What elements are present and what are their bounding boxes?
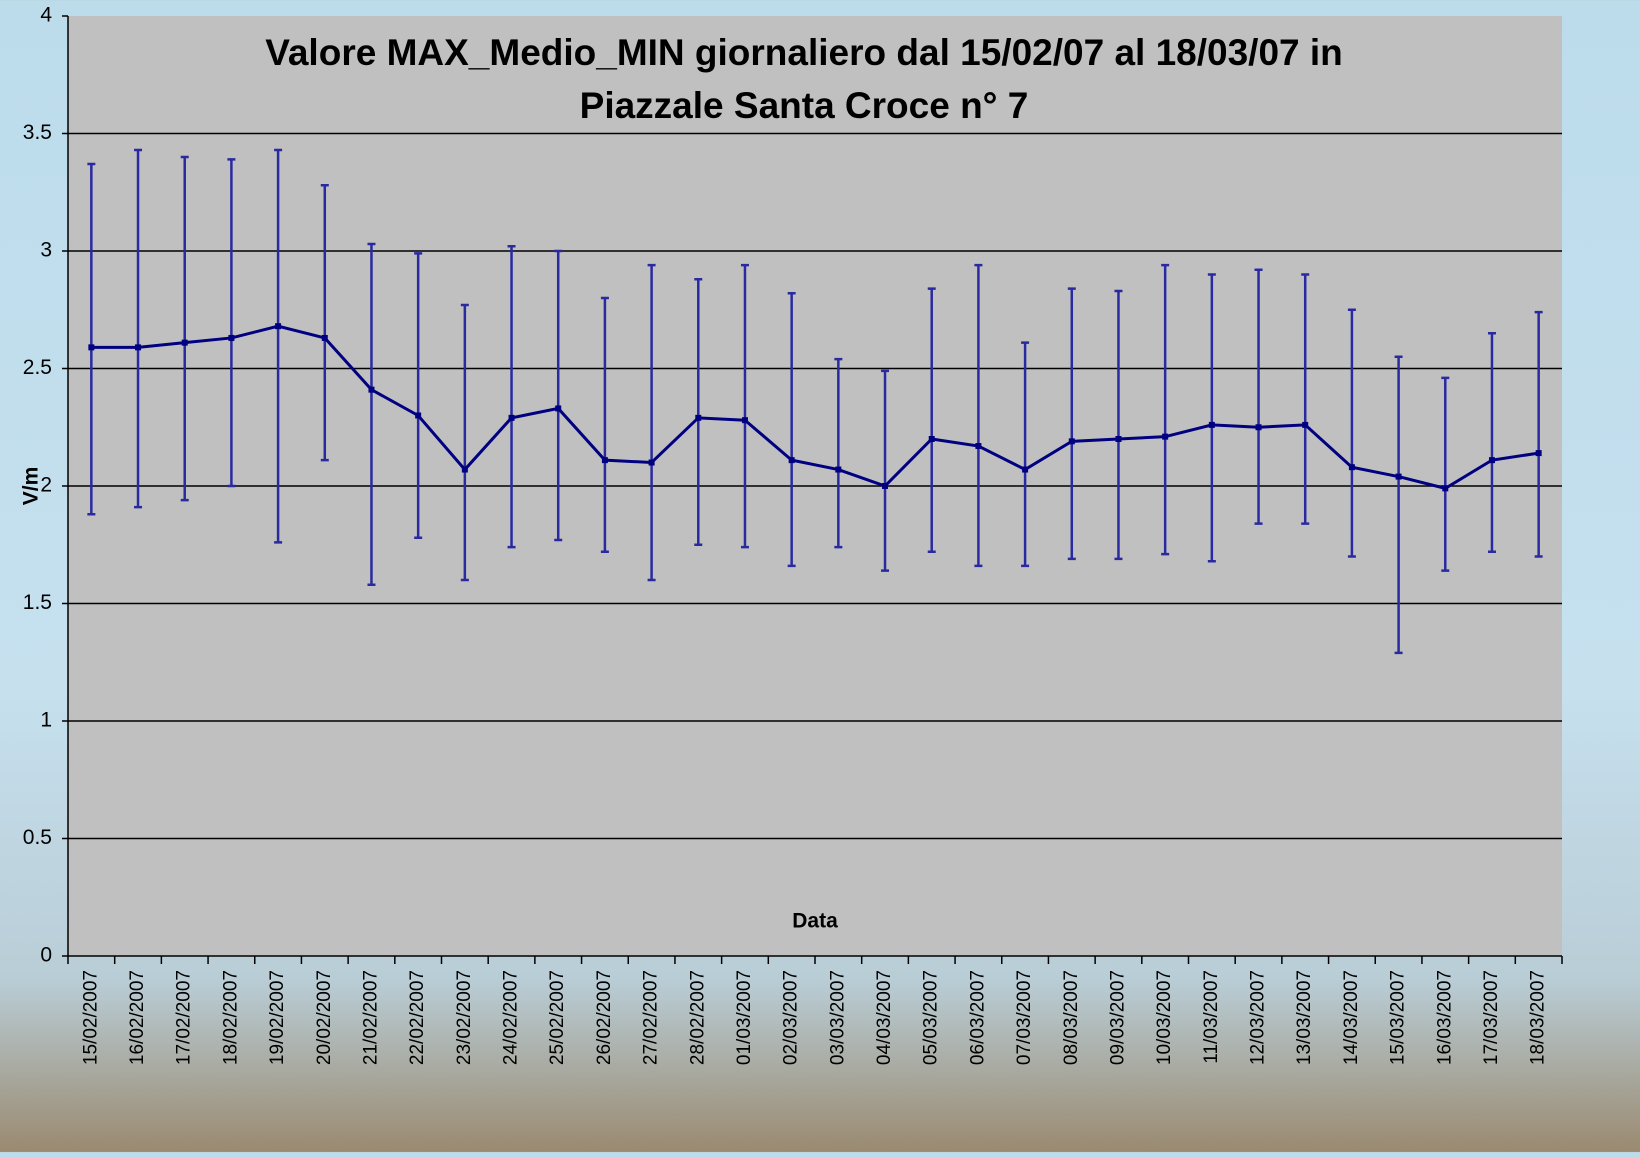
x-tick-label: 02/03/2007	[781, 970, 802, 1065]
marker	[1396, 474, 1402, 480]
x-tick-label: 23/02/2007	[454, 970, 475, 1065]
chart: Valore MAX_Medio_MIN giornaliero dal 15/…	[0, 0, 1640, 1152]
marker	[695, 415, 701, 421]
y-tick-label: 3.5	[23, 121, 52, 144]
marker	[1256, 424, 1262, 430]
x-tick-label: 16/02/2007	[127, 970, 148, 1065]
marker	[415, 413, 421, 419]
x-axis-label: Data	[792, 910, 838, 933]
x-tick-label: 27/02/2007	[641, 970, 662, 1065]
x-tick-label: 04/03/2007	[874, 970, 895, 1065]
x-tick-label: 17/03/2007	[1481, 970, 1502, 1065]
y-tick-label: 0.5	[23, 826, 52, 849]
y-tick-label: 1.5	[23, 591, 52, 614]
marker	[1115, 436, 1121, 442]
marker	[1489, 457, 1495, 463]
x-tick-label: 18/03/2007	[1528, 970, 1549, 1065]
x-tick-label: 10/03/2007	[1154, 970, 1175, 1065]
marker	[1069, 438, 1075, 444]
marker	[1022, 467, 1028, 473]
marker	[929, 436, 935, 442]
marker	[182, 340, 188, 346]
x-tick-label: 08/03/2007	[1061, 970, 1082, 1065]
x-tick-label: 11/03/2007	[1201, 970, 1222, 1064]
marker	[882, 483, 888, 489]
x-tick-label: 07/03/2007	[1014, 970, 1035, 1065]
marker	[1162, 434, 1168, 440]
x-tick-label: 15/03/2007	[1388, 970, 1409, 1065]
x-tick-label: 12/03/2007	[1248, 970, 1269, 1065]
x-tick-label: 03/03/2007	[827, 970, 848, 1065]
x-tick-label: 16/03/2007	[1434, 970, 1455, 1065]
marker	[602, 457, 608, 463]
x-tick-label: 06/03/2007	[967, 970, 988, 1065]
marker	[509, 415, 515, 421]
x-tick-label: 22/02/2007	[407, 970, 428, 1065]
y-tick-label: 1	[40, 709, 52, 732]
x-tick-label: 20/02/2007	[314, 970, 335, 1065]
chart-title: Piazzale Santa Croce n° 7	[580, 85, 1029, 126]
marker	[368, 387, 374, 393]
x-tick-label: 19/02/2007	[267, 970, 288, 1065]
marker	[1442, 485, 1448, 491]
chart-title: Valore MAX_Medio_MIN giornaliero dal 15/…	[265, 32, 1343, 73]
y-axis-label: V/m	[20, 467, 43, 506]
y-tick-label: 4	[40, 4, 52, 27]
marker	[275, 323, 281, 329]
marker	[789, 457, 795, 463]
page: Valore MAX_Medio_MIN giornaliero dal 15/…	[0, 0, 1640, 1152]
x-tick-label: 13/03/2007	[1294, 970, 1315, 1065]
x-tick-label: 24/02/2007	[501, 970, 522, 1065]
marker	[88, 344, 94, 350]
y-tick-label: 3	[40, 239, 52, 262]
x-tick-label: 25/02/2007	[547, 970, 568, 1065]
marker	[228, 335, 234, 341]
marker	[649, 460, 655, 466]
x-tick-label: 01/03/2007	[734, 970, 755, 1065]
marker	[1302, 422, 1308, 428]
x-tick-label: 26/02/2007	[594, 970, 615, 1065]
marker	[742, 417, 748, 423]
marker	[555, 405, 561, 411]
marker	[1209, 422, 1215, 428]
marker	[462, 467, 468, 473]
x-tick-label: 28/02/2007	[687, 970, 708, 1065]
x-tick-label: 05/03/2007	[921, 970, 942, 1065]
x-tick-label: 09/03/2007	[1107, 970, 1128, 1065]
x-tick-label: 17/02/2007	[174, 970, 195, 1065]
x-tick-label: 14/03/2007	[1341, 970, 1362, 1065]
x-tick-label: 21/02/2007	[360, 970, 381, 1065]
y-tick-label: 0	[40, 944, 52, 967]
y-tick-label: 2	[40, 474, 52, 497]
marker	[135, 344, 141, 350]
y-tick-label: 2.5	[23, 356, 52, 379]
marker	[1536, 450, 1542, 456]
x-tick-label: 18/02/2007	[220, 970, 241, 1065]
marker	[835, 467, 841, 473]
marker	[975, 443, 981, 449]
x-tick-label: 15/02/2007	[80, 970, 101, 1065]
marker	[322, 335, 328, 341]
marker	[1349, 464, 1355, 470]
